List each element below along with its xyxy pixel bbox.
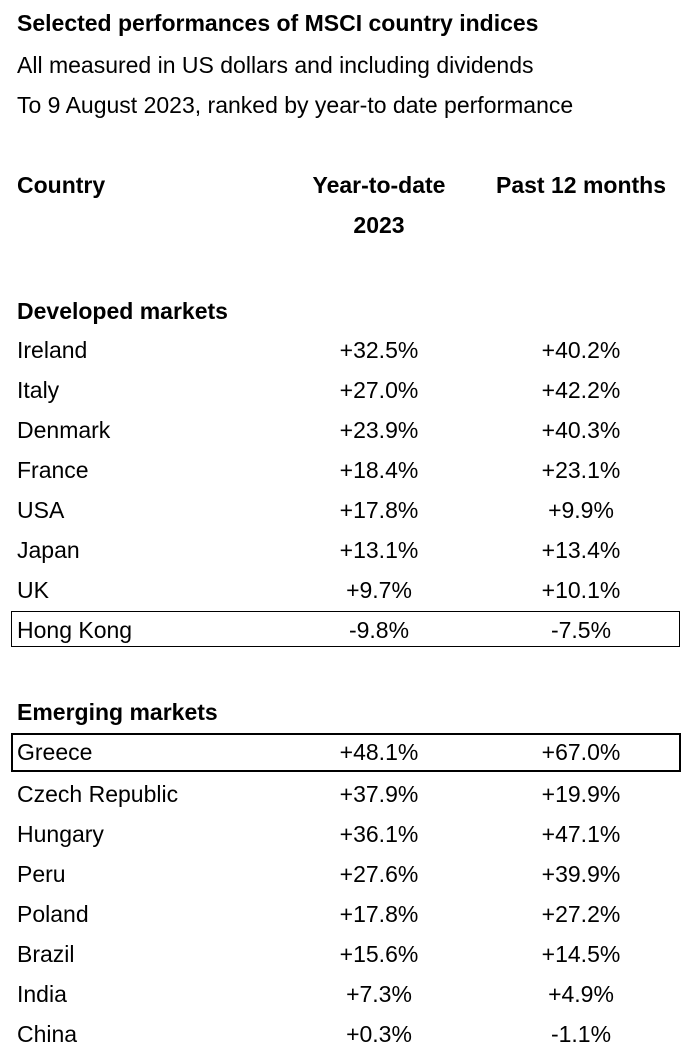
section-heading-emerging: Emerging markets [17,699,218,725]
ytd-value: +0.3% [346,1021,412,1047]
country-name: Italy [17,377,60,403]
past-12-months-value: +67.0% [541,739,621,765]
column-header-ytd-line2: 2023 [353,212,405,238]
table-row: Hungary +36.1% +47.1% [0,814,700,854]
country-name: UK [17,577,49,603]
section-heading-developed: Developed markets [17,298,228,324]
ytd-value: +15.6% [339,941,419,967]
ytd-value: +27.0% [339,377,419,403]
table-row-highlighted: Greece +48.1% +67.0% [0,732,700,772]
table-row: Italy +27.0% +42.2% [0,370,700,410]
ytd-value: +27.6% [339,861,419,887]
column-header-country: Country [17,172,106,198]
table-row: Peru +27.6% +39.9% [0,854,700,894]
table-row: UK +9.7% +10.1% [0,570,700,610]
ytd-value: -9.8% [348,617,410,643]
table-row: France +18.4% +23.1% [0,450,700,490]
country-name: France [17,457,89,483]
ytd-value: +17.8% [339,901,419,927]
ytd-value: +18.4% [339,457,419,483]
table-row: Brazil +15.6% +14.5% [0,934,700,974]
country-name: Denmark [17,417,111,443]
past-12-months-value: +13.4% [541,537,621,563]
past-12-months-value: +14.5% [541,941,621,967]
ytd-value: +17.8% [339,497,419,523]
ytd-value: +32.5% [339,337,419,363]
subtitle-currency-note: All measured in US dollars and including… [17,52,534,78]
country-name: Hungary [17,821,104,847]
country-name: India [17,981,67,1007]
table-row: Japan +13.1% +13.4% [0,530,700,570]
past-12-months-value: +10.1% [541,577,621,603]
ytd-value: +9.7% [346,577,412,603]
country-name: Japan [17,537,80,563]
page-title: Selected performances of MSCI country in… [17,10,539,36]
table-row-highlighted: Hong Kong -9.8% -7.5% [0,610,700,650]
country-name: Poland [17,901,89,927]
past-12-months-value: +47.1% [541,821,621,847]
ytd-value: +23.9% [339,417,419,443]
table-row: Ireland +32.5% +40.2% [0,330,700,370]
table-row: India +7.3% +4.9% [0,974,700,1014]
ytd-value: +48.1% [339,739,419,765]
ytd-value: +37.9% [339,781,419,807]
ytd-value: +36.1% [339,821,419,847]
past-12-months-value: +39.9% [541,861,621,887]
table-row: Denmark +23.9% +40.3% [0,410,700,450]
past-12-months-value: +42.2% [541,377,621,403]
country-name: China [17,1021,78,1047]
table-row: USA +17.8% +9.9% [0,490,700,530]
past-12-months-value: +19.9% [541,781,621,807]
country-name: Ireland [17,337,88,363]
country-name: Peru [17,861,66,887]
country-name: Brazil [17,941,75,967]
country-name: Greece [17,739,93,765]
subtitle-date-note: To 9 August 2023, ranked by year-to date… [17,92,574,118]
past-12-months-value: +4.9% [548,981,614,1007]
country-name: USA [17,497,65,523]
column-header-past-12-months: Past 12 months [496,172,666,198]
column-header-ytd: Year-to-date 2023 [300,165,458,245]
ytd-value: +13.1% [339,537,419,563]
past-12-months-value: +40.2% [541,337,621,363]
column-header-ytd-line1: Year-to-date [312,172,446,198]
past-12-months-value: +27.2% [541,901,621,927]
past-12-months-value: +9.9% [548,497,614,523]
table-row: Poland +17.8% +27.2% [0,894,700,934]
country-name: Hong Kong [17,617,133,643]
past-12-months-value: -1.1% [550,1021,612,1047]
table-row: Czech Republic +37.9% +19.9% [0,774,700,814]
country-name: Czech Republic [17,781,179,807]
ytd-value: +7.3% [346,981,412,1007]
past-12-months-value: -7.5% [550,617,612,643]
past-12-months-value: +23.1% [541,457,621,483]
past-12-months-value: +40.3% [541,417,621,443]
table-row: China +0.3% -1.1% [0,1014,700,1054]
